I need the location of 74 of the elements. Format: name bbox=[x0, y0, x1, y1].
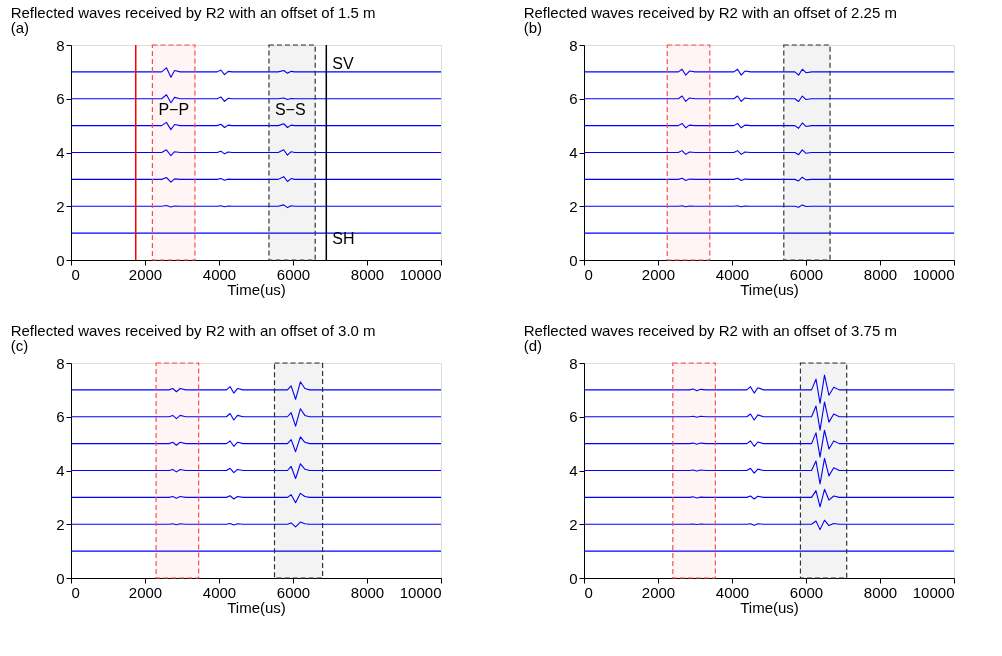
annotation: SH bbox=[332, 229, 355, 247]
x-tick-label: 6000 bbox=[789, 265, 824, 283]
x-tick-label: 2000 bbox=[641, 265, 676, 283]
chart-title: Reflected waves received by R2 with an offset of 3.75 m bbox=[523, 322, 897, 339]
line-series bbox=[583, 401, 955, 431]
x-tick-label: 10000 bbox=[912, 265, 955, 283]
y-tick-label: 0 bbox=[56, 251, 65, 269]
x-tick-label: 8000 bbox=[350, 265, 385, 283]
x-tick-label: 6000 bbox=[276, 265, 311, 283]
line-series bbox=[70, 381, 442, 400]
x-tick-label: 6000 bbox=[276, 583, 311, 601]
chart-subtitle: (b) bbox=[523, 19, 542, 36]
annotation: P−P bbox=[158, 100, 190, 118]
x-tick-label: 0 bbox=[71, 265, 80, 283]
chart-subtitle: (d) bbox=[523, 337, 542, 354]
line-series bbox=[70, 492, 442, 504]
y-tick-label: 2 bbox=[56, 197, 65, 215]
chart-title: Reflected waves received by R2 with an offset of 3.0 m bbox=[10, 322, 376, 339]
y-tick-label: 4 bbox=[56, 462, 65, 479]
chart-subtitle: (c) bbox=[10, 337, 29, 354]
y-tick-label: 0 bbox=[569, 569, 578, 587]
line-series bbox=[70, 408, 442, 427]
x-tick-label: 4000 bbox=[715, 265, 750, 283]
annotation: SV bbox=[332, 54, 354, 72]
x-tick-label: 8000 bbox=[350, 583, 385, 601]
line-series bbox=[583, 488, 955, 508]
x-tick-label: 2000 bbox=[128, 265, 163, 283]
annotation: S−S bbox=[274, 100, 306, 118]
y-tick-label: 0 bbox=[56, 569, 65, 587]
x-tick-label: 0 bbox=[584, 583, 593, 601]
x-tick-label: 0 bbox=[71, 583, 80, 601]
x-axis-title: Time(us) bbox=[740, 280, 799, 298]
y-tick-label: 8 bbox=[56, 36, 65, 54]
x-tick-label: 8000 bbox=[863, 583, 898, 601]
x-tick-label: 10000 bbox=[912, 583, 955, 601]
line-series bbox=[583, 374, 955, 404]
y-tick-label: 8 bbox=[56, 354, 65, 372]
y-tick-label: 6 bbox=[56, 408, 65, 426]
y-tick-label: 6 bbox=[569, 90, 578, 108]
line-series bbox=[70, 121, 442, 131]
x-tick-label: 2000 bbox=[128, 583, 163, 601]
chart-subtitle: (a) bbox=[10, 19, 29, 36]
x-tick-label: 4000 bbox=[202, 265, 237, 283]
line-series bbox=[583, 519, 955, 531]
x-tick-label: 6000 bbox=[789, 583, 824, 601]
x-axis-title: Time(us) bbox=[227, 598, 286, 616]
y-tick-label: 2 bbox=[569, 197, 578, 215]
chart-title: Reflected waves received by R2 with an offset of 2.25 m bbox=[523, 4, 897, 21]
y-tick-label: 8 bbox=[569, 36, 578, 54]
x-axis-title: Time(us) bbox=[740, 598, 799, 616]
y-tick-label: 4 bbox=[569, 144, 578, 161]
line-series bbox=[583, 429, 955, 458]
y-tick-label: 4 bbox=[56, 144, 65, 161]
y-tick-label: 8 bbox=[569, 354, 578, 372]
y-tick-label: 2 bbox=[56, 515, 65, 533]
y-tick-label: 2 bbox=[569, 515, 578, 533]
x-tick-label: 4000 bbox=[715, 583, 750, 601]
line-series bbox=[583, 457, 955, 485]
x-tick-label: 10000 bbox=[399, 265, 442, 283]
y-tick-label: 0 bbox=[569, 251, 578, 269]
x-tick-label: 4000 bbox=[202, 583, 237, 601]
x-tick-label: 2000 bbox=[641, 583, 676, 601]
x-axis-title: Time(us) bbox=[227, 280, 286, 298]
x-tick-label: 8000 bbox=[863, 265, 898, 283]
x-tick-label: 10000 bbox=[399, 583, 442, 601]
x-tick-label: 0 bbox=[584, 265, 593, 283]
y-tick-label: 4 bbox=[569, 462, 578, 479]
line-series bbox=[70, 463, 442, 480]
y-tick-label: 6 bbox=[569, 408, 578, 426]
chart-title: Reflected waves received by R2 with an offset of 1.5 m bbox=[10, 4, 376, 21]
y-tick-label: 6 bbox=[56, 90, 65, 108]
line-series bbox=[70, 94, 442, 104]
line-series bbox=[70, 436, 442, 453]
line-series bbox=[70, 67, 442, 78]
